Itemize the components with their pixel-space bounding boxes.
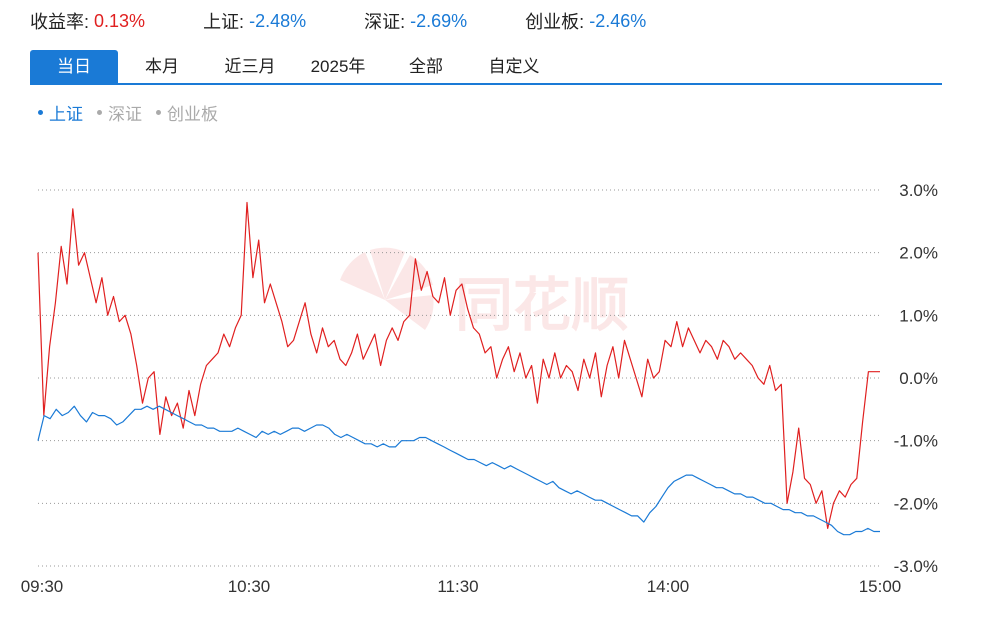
period-tabs: 当日 本月 近三月 2025年 全部 自定义 — [30, 50, 942, 85]
stat-value: -2.48% — [249, 10, 307, 31]
grid-lines — [38, 189, 880, 567]
x-tick-label: 15:00 — [859, 577, 902, 596]
legend-item-shanghai[interactable]: 上证 — [38, 100, 83, 125]
stat-label: 深证: — [364, 12, 406, 32]
chart-legend: 上证 深证 创业板 — [38, 100, 232, 125]
legend-dot — [156, 110, 161, 115]
stat-value: -2.46% — [589, 10, 647, 31]
y-tick-label: -3.0% — [894, 557, 938, 576]
y-tick-label: 3.0% — [899, 181, 938, 200]
y-axis-ticks: 3.0% 2.0% 1.0% 0.0% -1.0% -2.0% -3.0% — [894, 181, 938, 576]
stat-shenzhen: 深证: -2.69% — [364, 8, 467, 34]
y-tick-label: 0.0% — [899, 369, 938, 388]
watermark-text: 同花顺 — [455, 273, 629, 338]
stat-value: -2.69% — [410, 10, 468, 31]
tab-custom[interactable]: 自定义 — [488, 57, 540, 76]
stats-bar: 收益率: 0.13% 上证: -2.48% 深证: -2.69% 创业板: -2… — [30, 8, 704, 34]
tab-today[interactable]: 当日 — [30, 50, 118, 83]
legend-item-shenzhen[interactable]: 深证 — [97, 100, 142, 125]
x-axis-ticks: 09:30 10:30 11:30 14:00 15:00 — [21, 577, 902, 596]
tab-this-month[interactable]: 本月 — [145, 57, 179, 76]
x-tick-label: 10:30 — [228, 577, 271, 596]
y-tick-label: 1.0% — [899, 306, 938, 325]
legend-dot — [97, 110, 102, 115]
stat-label: 创业板: — [525, 12, 585, 32]
legend-dot — [38, 110, 43, 115]
tab-all[interactable]: 全部 — [409, 57, 443, 76]
y-tick-label: -2.0% — [894, 494, 938, 513]
stat-value: 0.13% — [94, 10, 146, 31]
legend-label: 深证 — [108, 105, 142, 124]
legend-label: 创业板 — [167, 105, 218, 124]
series-line-shanghai — [37, 405, 880, 536]
watermark-logo: 同花顺 — [340, 247, 629, 338]
y-tick-label: -1.0% — [894, 432, 938, 451]
legend-item-chinext[interactable]: 创业板 — [156, 100, 218, 125]
stat-label: 收益率: — [30, 12, 90, 32]
stat-return: 收益率: 0.13% — [30, 8, 145, 34]
x-tick-label: 09:30 — [21, 577, 64, 596]
tab-year-2025[interactable]: 2025年 — [310, 57, 366, 76]
stat-shanghai: 上证: -2.48% — [203, 8, 306, 34]
series-line-return — [37, 201, 880, 530]
x-tick-label: 11:30 — [437, 577, 478, 596]
stat-label: 上证: — [203, 12, 245, 32]
x-tick-label: 14:00 — [647, 577, 690, 596]
legend-label: 上证 — [49, 105, 83, 124]
y-tick-label: 2.0% — [899, 244, 938, 263]
series-group — [37, 201, 880, 536]
tab-three-months[interactable]: 近三月 — [224, 57, 276, 76]
stat-chinext: 创业板: -2.46% — [525, 8, 646, 34]
